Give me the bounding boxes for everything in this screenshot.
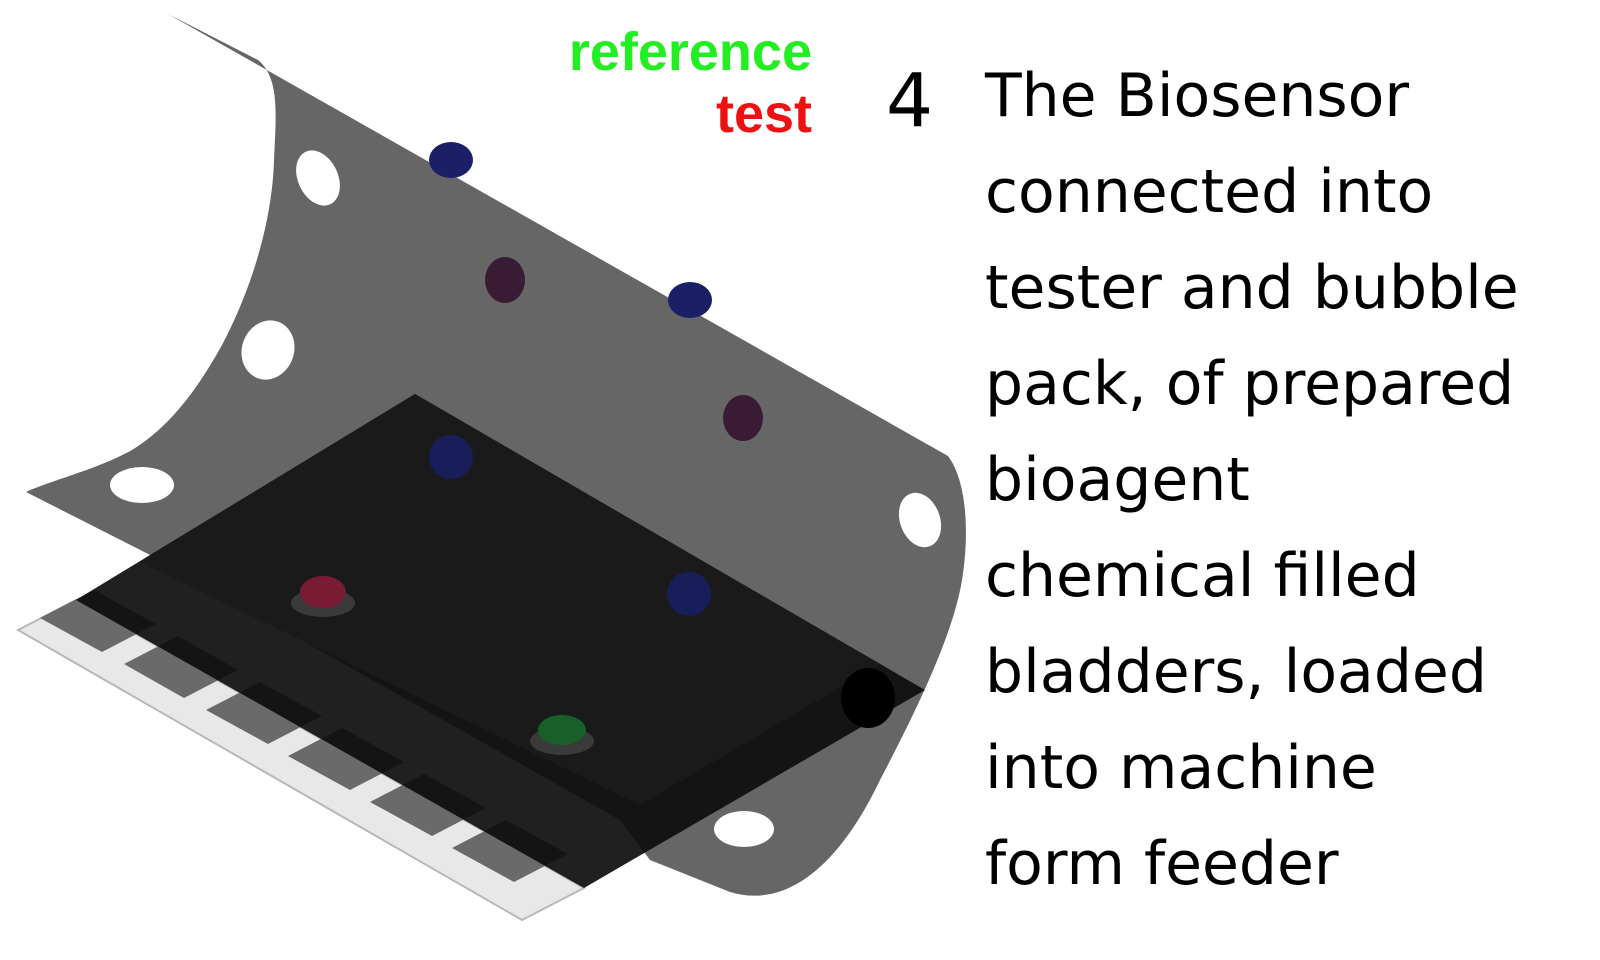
caption-line: into machine <box>985 733 1377 803</box>
test-bladder <box>300 576 346 608</box>
step-caption: The Biosensor connected into tester and … <box>985 48 1585 912</box>
contact-pad <box>40 590 156 652</box>
step-number: 4 <box>886 58 934 144</box>
contact-pad <box>370 774 486 836</box>
sheet-hole <box>110 467 174 503</box>
caption-line: form feeder <box>985 829 1339 899</box>
sensor-card-top-face <box>140 394 880 805</box>
contact-pad <box>452 820 568 882</box>
sheet-hole <box>898 492 942 548</box>
legend-reference: reference <box>568 22 812 82</box>
sheet-hole <box>296 150 340 206</box>
bladder-purple <box>723 395 763 441</box>
bladder-purple <box>485 257 525 303</box>
caption-line: chemical filled <box>985 541 1420 611</box>
reference-bladder <box>538 715 586 745</box>
caption-line: bladders, loaded <box>985 637 1487 707</box>
caption-line: tester and bubble <box>985 253 1519 323</box>
legend-test: test <box>715 84 812 144</box>
bladder-blue <box>668 282 712 318</box>
caption-line: The Biosensor <box>985 61 1410 131</box>
caption-line: connected into <box>985 157 1434 227</box>
contact-pad <box>288 728 404 790</box>
contact-pad <box>206 682 322 744</box>
caption-line: pack, of prepared <box>985 349 1515 419</box>
sheet-hole <box>714 811 774 847</box>
bladder-blue <box>429 142 473 178</box>
bladder-blue <box>667 572 711 616</box>
contact-strip <box>15 590 587 922</box>
card-port <box>841 668 895 728</box>
caption-line: bioagent <box>985 445 1250 515</box>
sheet-hole <box>241 320 295 380</box>
biosensor-scene <box>15 14 966 922</box>
bladder-blue <box>429 435 473 479</box>
contact-pad <box>124 636 238 698</box>
